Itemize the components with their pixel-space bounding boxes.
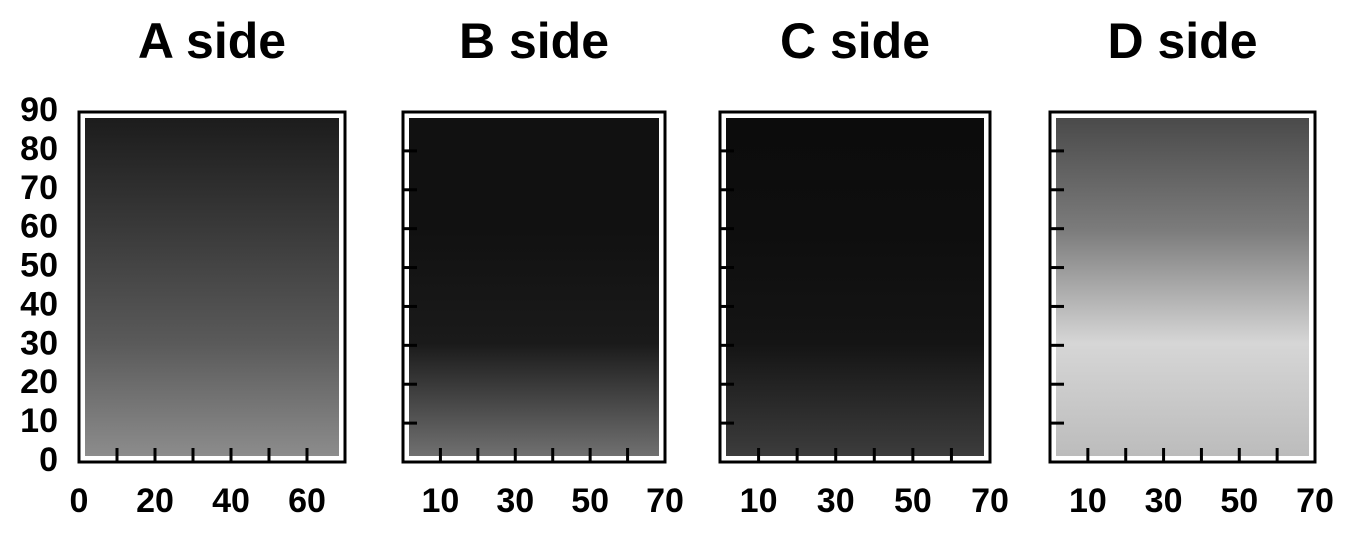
panel-frame — [77, 110, 347, 464]
y-tick-label: 40 — [20, 285, 58, 323]
y-tick-label: 90 — [20, 91, 58, 129]
panel-title: C side — [780, 13, 930, 69]
x-tick-label: 10 — [740, 482, 778, 520]
x-tick-label: 40 — [212, 482, 250, 520]
x-tick-label: 10 — [422, 482, 460, 520]
heatmap-image — [1056, 118, 1309, 456]
x-tick-label: 70 — [971, 482, 1009, 520]
x-tick-label: 70 — [646, 482, 684, 520]
y-tick-label: 30 — [20, 324, 58, 362]
panel-frame — [1048, 110, 1317, 464]
x-tick-label: 50 — [571, 482, 609, 520]
x-tick-label: 30 — [817, 482, 855, 520]
y-tick-label: 70 — [20, 169, 58, 207]
x-tick-label: 50 — [894, 482, 932, 520]
heatmap-image — [85, 118, 339, 456]
heatmap-image — [409, 118, 659, 456]
x-tick-label: 0 — [70, 482, 89, 520]
panel-title: B side — [459, 13, 609, 69]
y-tick-label: 10 — [20, 402, 58, 440]
panel-title: D side — [1107, 13, 1257, 69]
y-tick-label: 80 — [20, 130, 58, 168]
x-tick-label: 10 — [1069, 482, 1107, 520]
panel-title: A side — [138, 13, 286, 69]
x-tick-label: 60 — [288, 482, 326, 520]
y-tick-label: 50 — [20, 247, 58, 285]
heatmap-image — [726, 118, 984, 456]
panel-frame — [401, 110, 667, 464]
x-tick-label: 20 — [136, 482, 174, 520]
x-tick-label: 70 — [1296, 482, 1334, 520]
y-tick-label: 20 — [20, 363, 58, 401]
x-tick-label: 50 — [1220, 482, 1258, 520]
panel-frame — [718, 110, 992, 464]
x-tick-label: 30 — [1145, 482, 1183, 520]
y-tick-label: 0 — [39, 441, 58, 479]
y-tick-label: 60 — [20, 208, 58, 246]
x-tick-label: 30 — [496, 482, 534, 520]
